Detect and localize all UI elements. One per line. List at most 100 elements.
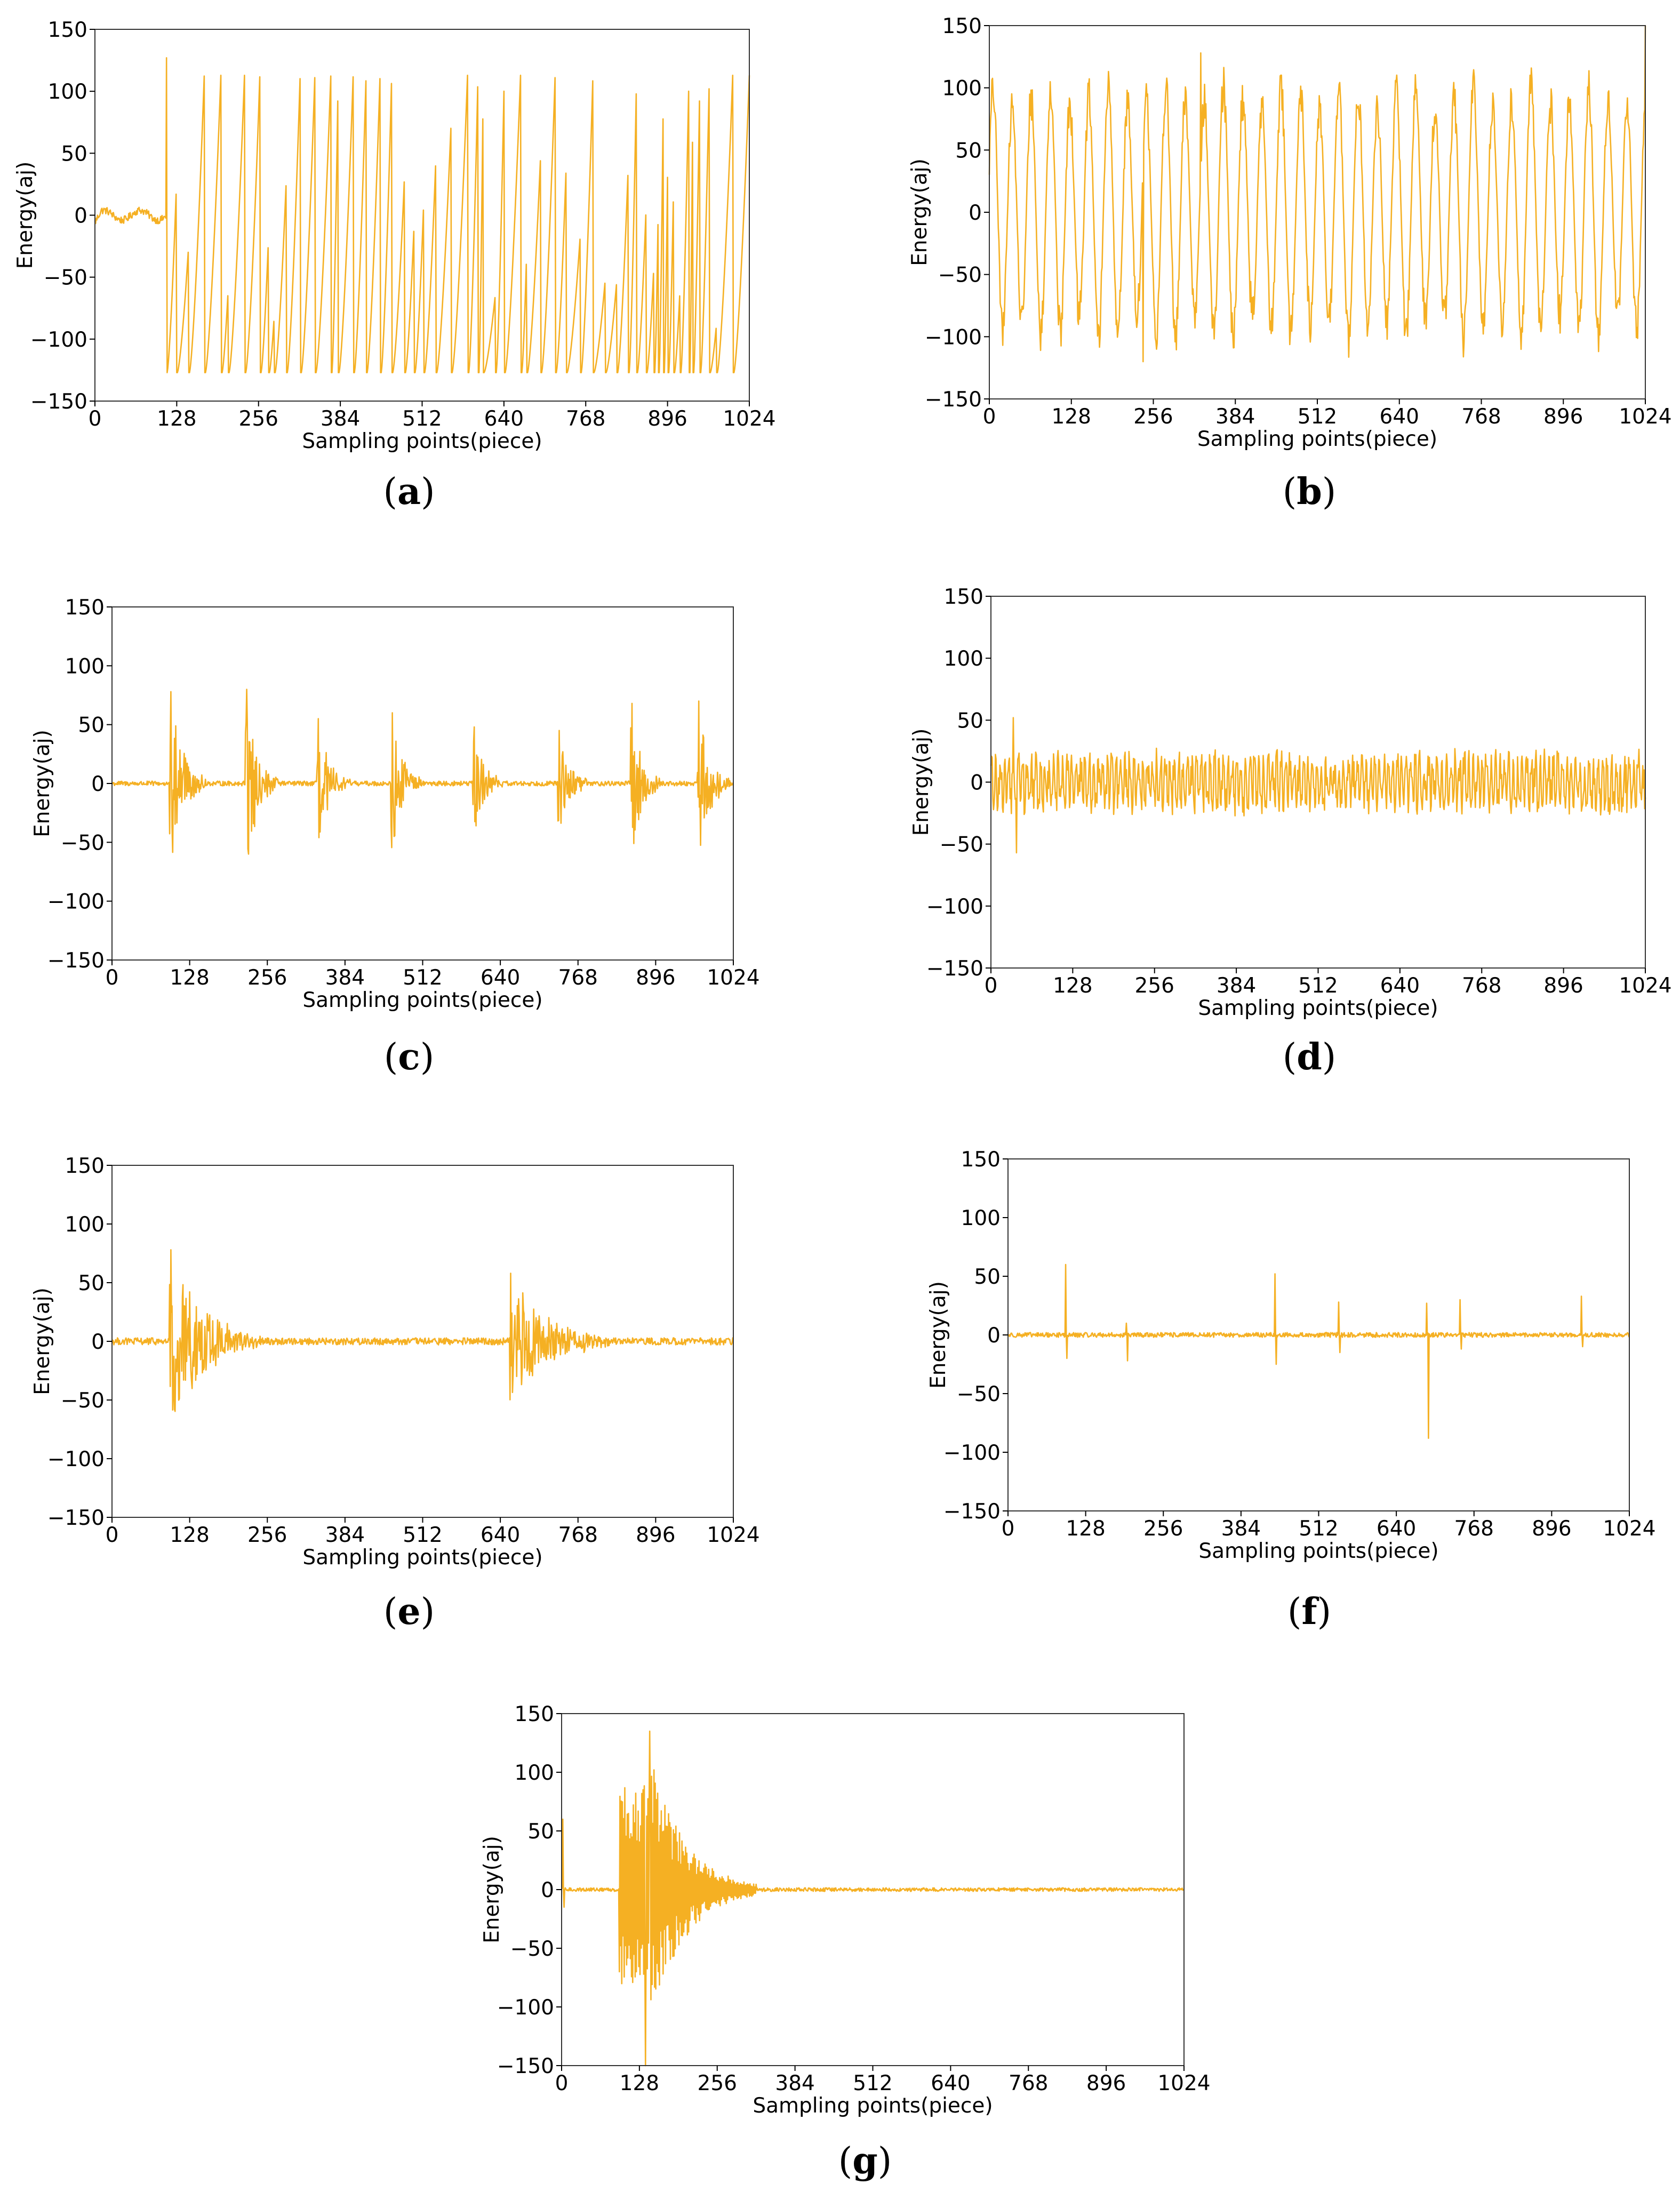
x-tick-label: 128 <box>170 1523 209 1547</box>
caption-e: (e) <box>383 1590 435 1633</box>
x-tick-label: 384 <box>325 966 365 990</box>
x-axis-label: Sampling points(piece) <box>1198 996 1438 1020</box>
y-tick-label: −50 <box>510 1937 554 1961</box>
plot-frame-a <box>94 29 750 402</box>
chart-d: 0 128 256 384 512 640 768 896 1024 −150 −100 −50 0 50… <box>909 585 1672 1078</box>
y-tick-label: −150 <box>925 388 982 412</box>
x-axis-label: Sampling points(piece) <box>302 429 542 453</box>
y-tick-label: −50 <box>957 1382 1001 1406</box>
y-tick-label: 0 <box>970 771 983 795</box>
x-tick-label: 384 <box>321 407 360 431</box>
y-axis-label: Energy(aj) <box>926 1281 950 1389</box>
y-tick-label: −100 <box>925 325 982 349</box>
y-tick-label: 50 <box>527 1820 554 1844</box>
x-tick-label: 896 <box>647 407 687 431</box>
x-tick-label: 1024 <box>1619 974 1671 998</box>
x-tick-label: 0 <box>985 974 998 998</box>
x-tick-label: 512 <box>402 407 442 431</box>
x-tick-label: 512 <box>1298 405 1337 429</box>
x-tick-label: 128 <box>1066 1517 1105 1541</box>
chart-a: 0 128 256 384 512 640 768 896 1024 −150 −100 −50 0 50… <box>13 18 776 513</box>
y-tick-label: −100 <box>47 1447 105 1471</box>
x-tick-label: 128 <box>620 2071 659 2095</box>
x-tick-label: 256 <box>1133 405 1173 429</box>
y-tick-label: 0 <box>91 772 105 796</box>
x-tick-label: 512 <box>853 2071 892 2095</box>
x-tick-label: 768 <box>558 1523 598 1547</box>
series-line-e <box>111 1249 734 1412</box>
caption-a: (a) <box>383 470 435 513</box>
y-tick-label: 0 <box>91 1330 105 1354</box>
y-tick-label: 100 <box>515 1761 554 1785</box>
x-tick-label: 640 <box>1377 1517 1416 1541</box>
x-tick-label: 512 <box>403 966 442 990</box>
y-tick-label: −150 <box>943 1500 1001 1524</box>
x-tick-label: 256 <box>1143 1517 1183 1541</box>
y-tick-label: 100 <box>942 77 982 101</box>
x-tick-label: 0 <box>89 407 102 431</box>
series-line-d <box>990 717 1646 854</box>
x-axis-label: Sampling points(piece) <box>302 988 542 1012</box>
y-tick-label: 0 <box>541 1878 554 1902</box>
y-tick-label: −150 <box>47 949 105 973</box>
x-tick-label: 384 <box>1215 405 1255 429</box>
x-tick-label: 128 <box>1052 405 1091 429</box>
y-tick-label: −150 <box>47 1506 105 1530</box>
series-line-a <box>94 57 750 373</box>
y-axis-label: Energy(aj) <box>909 729 933 836</box>
y-tick-label: 150 <box>48 18 87 42</box>
y-tick-label: 50 <box>957 709 983 733</box>
x-tick-label: 768 <box>1454 1517 1494 1541</box>
x-tick-label: 768 <box>558 966 598 990</box>
y-tick-label: 50 <box>61 142 87 166</box>
y-tick-label: 0 <box>987 1324 1001 1348</box>
y-tick-label: 150 <box>942 14 982 38</box>
x-tick-label: 512 <box>1299 1517 1338 1541</box>
x-tick-label: 384 <box>1217 974 1256 998</box>
x-tick-label: 640 <box>931 2071 970 2095</box>
chart-g: 0 128 256 384 512 640 768 896 1024 −150 −100 −50 0 50… <box>480 1702 1211 2182</box>
x-tick-label: 896 <box>636 966 675 990</box>
x-tick-label: 256 <box>698 2071 737 2095</box>
y-tick-label: −100 <box>30 328 87 352</box>
x-tick-label: 1024 <box>723 407 775 431</box>
x-tick-label: 1024 <box>1603 1517 1655 1541</box>
y-axis-label: Energy(aj) <box>480 1836 504 1943</box>
x-axis-label: Sampling points(piece) <box>1198 1539 1438 1563</box>
x-tick-label: 0 <box>555 2071 569 2095</box>
x-tick-label: 768 <box>1461 405 1501 429</box>
y-tick-label: 150 <box>515 1702 554 1726</box>
x-tick-label: 1024 <box>1157 2071 1210 2095</box>
y-tick-label: −150 <box>30 390 87 414</box>
x-tick-label: 640 <box>481 966 520 990</box>
y-tick-label: 100 <box>65 1213 105 1237</box>
y-tick-label: 0 <box>74 204 87 228</box>
y-tick-label: 100 <box>961 1206 1001 1230</box>
y-axis-label: Energy(aj) <box>30 730 54 837</box>
x-axis-label: Sampling points(piece) <box>302 1546 542 1570</box>
chart-c: 0 128 256 384 512 640 768 896 1024 −150 −100 −50 0 50… <box>30 596 760 1078</box>
x-axis-label: Sampling points(piece) <box>1197 427 1437 451</box>
y-tick-label: −50 <box>61 1389 105 1413</box>
x-tick-label: 896 <box>1543 974 1583 998</box>
y-tick-label: −50 <box>44 266 87 290</box>
x-tick-label: 768 <box>1462 974 1501 998</box>
series-line-c <box>111 689 734 855</box>
chart-b: 0 128 256 384 512 640 768 896 1024 −150 −100 −50 0 50… <box>908 14 1672 513</box>
y-axis-label: Energy(aj) <box>13 162 37 269</box>
x-tick-label: 0 <box>106 966 119 990</box>
x-tick-label: 0 <box>1002 1517 1015 1541</box>
y-tick-label: 100 <box>944 647 983 671</box>
y-tick-label: 50 <box>974 1265 1001 1289</box>
y-tick-label: 50 <box>955 139 982 163</box>
chart-e: 0 128 256 384 512 640 768 896 1024 −150 −100 −50 0 50… <box>30 1154 760 1633</box>
x-tick-label: 640 <box>481 1523 520 1547</box>
caption-d: (d) <box>1283 1036 1337 1078</box>
y-tick-label: −150 <box>497 2054 554 2078</box>
x-tick-label: 384 <box>325 1523 365 1547</box>
x-tick-label: 128 <box>157 407 196 431</box>
x-tick-label: 256 <box>247 1523 287 1547</box>
x-tick-label: 768 <box>1009 2071 1048 2095</box>
y-axis-label: Energy(aj) <box>30 1287 54 1395</box>
caption-b: (b) <box>1283 470 1337 513</box>
